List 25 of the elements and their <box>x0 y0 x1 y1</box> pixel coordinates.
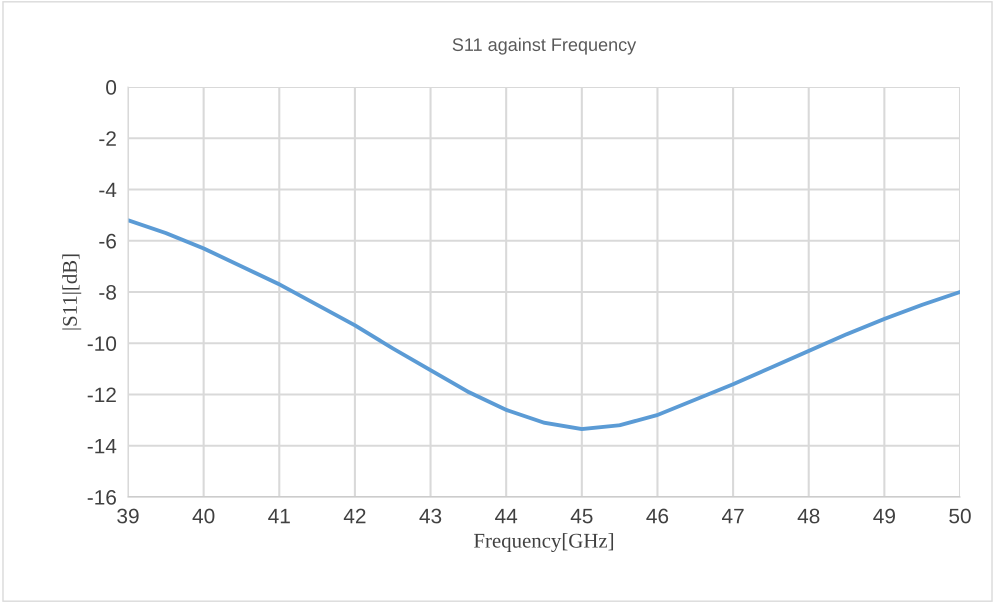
x-tick-label: 48 <box>798 508 820 524</box>
x-tick-label: 41 <box>268 508 290 524</box>
x-tick-label: 46 <box>646 508 668 524</box>
line-series <box>128 218 960 432</box>
y-tick-label: -6 <box>99 234 116 249</box>
y-tick-label: -2 <box>99 131 116 146</box>
y-tick-label: 0 <box>106 80 116 95</box>
x-tick-label: 44 <box>495 508 518 524</box>
x-tick-label: 40 <box>192 508 214 524</box>
x-tick-label: 43 <box>419 508 442 524</box>
x-tick-label: 47 <box>722 508 744 524</box>
y-axis-title: |S11|[dB] <box>62 254 82 330</box>
y-tick-label: -14 <box>88 438 116 454</box>
x-tick-label: 49 <box>873 508 895 524</box>
y-tick-label: -10 <box>88 336 116 352</box>
y-tick-label: -12 <box>88 388 116 402</box>
chart-title: S11 against Frequency <box>452 38 636 55</box>
y-tick-label: -16 <box>88 490 116 505</box>
x-tick-label: 39 <box>117 508 139 524</box>
x-tick-label: 45 <box>570 508 593 524</box>
x-tick-label: 42 <box>344 508 366 524</box>
x-axis-title: Frequency[GHz] <box>474 533 614 552</box>
x-tick-label: 50 <box>949 508 971 524</box>
y-tick-label: -8 <box>99 285 116 300</box>
y-tick-label: -4 <box>99 182 116 198</box>
